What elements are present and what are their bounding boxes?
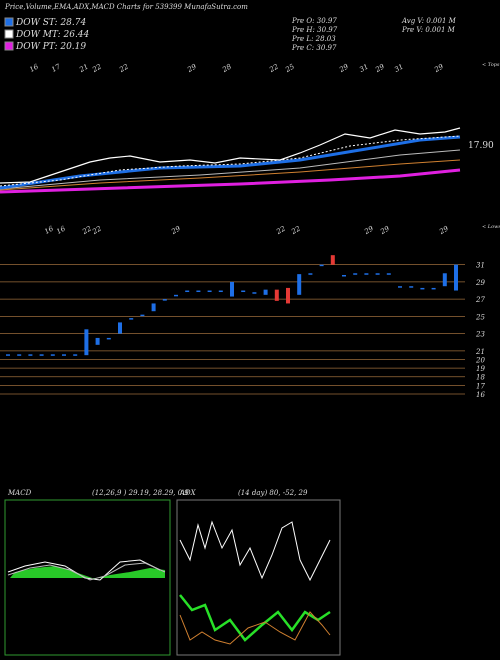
ema-line (0, 135, 461, 190)
y-tick-label: 27 (475, 296, 485, 304)
y-tick-label: 29 (475, 279, 485, 287)
macd-panel: MACD (12,26,9 ) 29.19, 28.29, 0.9 (4, 489, 189, 656)
candle (17, 354, 22, 356)
y-tick-label: 16 (476, 391, 485, 399)
adx-label: ADX (179, 489, 197, 497)
candle (442, 273, 447, 287)
legend-swatch (4, 17, 14, 27)
date-label: 21 (77, 63, 90, 75)
y-tick-label: 18 (476, 374, 485, 382)
y-tick-label: 20 (475, 356, 485, 364)
legend-swatch (4, 41, 14, 51)
ema-line (0, 135, 461, 187)
candle (151, 303, 156, 312)
candle (39, 354, 44, 356)
histogram (10, 566, 165, 579)
adx-params: (14 day) 80, -52, 29 (238, 489, 308, 497)
candle (62, 354, 66, 356)
candle (140, 314, 145, 317)
candle (106, 337, 111, 340)
minus-di (179, 611, 331, 645)
candle (241, 290, 246, 293)
info-text: Pre V: 0.001 M (401, 26, 456, 34)
plus-di (179, 594, 331, 642)
candle (162, 299, 167, 301)
candle (207, 290, 212, 293)
candle (386, 273, 391, 275)
price-line (0, 127, 461, 184)
adx-line (179, 520, 331, 582)
candle (230, 281, 234, 297)
candle (95, 337, 100, 345)
candle (342, 275, 346, 277)
candle (274, 289, 279, 301)
candle (6, 354, 10, 356)
candle (73, 354, 78, 356)
candle (28, 354, 33, 356)
candle (286, 287, 290, 304)
ema-line (0, 149, 461, 190)
candle (118, 322, 122, 334)
candle (353, 273, 358, 275)
signal-line (7, 562, 166, 581)
candle (174, 294, 178, 297)
y-tick-label: 31 (476, 262, 485, 270)
candle (185, 290, 190, 293)
info-text: Pre C: 30.97 (291, 44, 337, 52)
date-label: 31 (393, 63, 405, 74)
candle (431, 287, 436, 290)
candle (308, 273, 313, 275)
candle (420, 287, 425, 290)
macd-params: (12,26,9 ) 29.19, 28.29, 0.9 (92, 489, 189, 497)
candle (409, 286, 414, 288)
y-tick-label: 25 (475, 313, 485, 321)
legend-label: DOW ST: 28.74 (15, 18, 86, 28)
legend-swatch (4, 29, 14, 39)
side-label: < Lows (482, 224, 500, 230)
side-label: < Tops (482, 62, 500, 68)
date-label: 16 (55, 224, 67, 236)
y-tick-label: 19 (476, 365, 485, 373)
panel-frame (176, 499, 341, 656)
candle (50, 354, 55, 356)
y-tick-label: 23 (475, 331, 485, 339)
price-label: 17.90 (468, 141, 494, 151)
info-text: Pre O: 30.97 (291, 17, 337, 25)
y-tick-label: 17 (476, 382, 485, 390)
legend-label: DOW PT: 20.19 (15, 42, 86, 52)
candle (129, 318, 134, 320)
info-text: Avg V: 0.001 M (401, 17, 457, 25)
candle (252, 292, 257, 294)
ema-line (0, 159, 461, 191)
legend-label: DOW MT: 26.44 (15, 30, 90, 40)
candle (364, 273, 369, 275)
candle (218, 290, 223, 293)
candle (330, 255, 335, 265)
candle (319, 264, 324, 267)
date-label: 31 (358, 63, 370, 74)
info-text: Pre L: 28.03 (291, 35, 336, 43)
adx-panel: ADX (14 day) 80, -52, 29 (176, 489, 341, 656)
ema-line (0, 168, 461, 194)
candle (398, 286, 402, 288)
candle (297, 274, 302, 295)
candle (84, 329, 89, 356)
y-tick-label: 21 (475, 348, 485, 356)
candle (196, 290, 201, 293)
candle (375, 273, 380, 275)
candle (454, 264, 458, 291)
title: Price,Volume,EMA,ADX,MACD Charts for 539… (4, 3, 248, 11)
date-label: 17 (50, 62, 62, 74)
date-label: 16 (28, 62, 40, 74)
macd-label: MACD (7, 489, 32, 497)
date-label: 16 (43, 224, 55, 236)
candle (263, 289, 268, 295)
top-panel (0, 127, 461, 194)
info-text: Pre H: 30.97 (291, 26, 338, 34)
